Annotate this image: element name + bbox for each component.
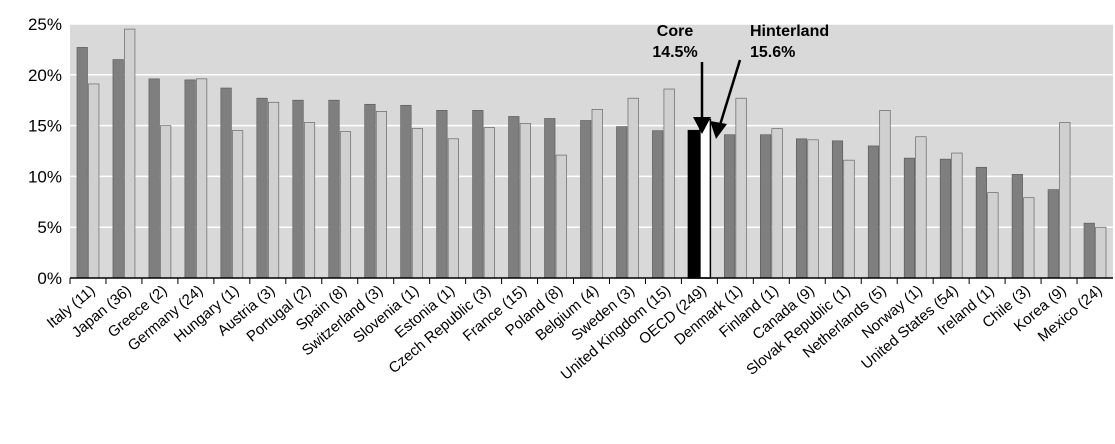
hinterland-bar	[591, 109, 603, 279]
hinterland-bar	[160, 125, 172, 279]
core-bar	[795, 138, 808, 279]
core-bar	[292, 99, 304, 279]
annotation-hinterland-arrow	[718, 59, 742, 126]
hinterland-bar	[303, 122, 316, 279]
core-bar	[220, 87, 232, 279]
hinterland-bar	[1059, 122, 1071, 279]
hinterland-bar	[88, 83, 100, 279]
hinterland-bar	[627, 97, 639, 279]
core-bar	[831, 140, 844, 279]
plot-background	[70, 24, 1113, 278]
annotation-hinterland-label: Hinterland	[750, 23, 829, 40]
core-bar	[687, 129, 700, 279]
core-bar	[1047, 189, 1059, 279]
core-bar	[184, 79, 196, 279]
core-bar	[76, 47, 88, 279]
hinterland-bar	[735, 97, 747, 279]
annotation-hinterland-value: 15.6%	[750, 44, 795, 61]
core-bar	[148, 78, 160, 279]
hinterland-bar	[339, 131, 352, 279]
core-bar	[508, 116, 520, 279]
core-bar	[112, 59, 124, 279]
hinterland-bar	[843, 159, 855, 279]
y-tick-label: 0%	[37, 269, 62, 288]
hinterland-bar	[232, 130, 244, 279]
core-bar	[472, 110, 484, 279]
y-tick-label: 10%	[28, 167, 62, 186]
y-tick-label: 25%	[28, 15, 62, 34]
hinterland-bar	[807, 139, 819, 279]
core-bar	[652, 130, 664, 279]
core-bar	[616, 126, 628, 279]
core-bar	[400, 104, 412, 279]
hinterland-bar	[555, 154, 567, 279]
hinterland-bar	[663, 88, 675, 279]
annotation-core-value: 14.5%	[652, 44, 697, 61]
hinterland-bar	[771, 128, 783, 279]
core-bar	[939, 158, 951, 279]
core-bar	[903, 157, 915, 279]
core-bar	[544, 118, 556, 279]
core-bar	[975, 166, 987, 279]
core-bar	[1083, 222, 1095, 279]
hinterland-bar	[519, 123, 531, 279]
core-bar	[364, 103, 376, 279]
core-bar	[580, 120, 592, 279]
y-tick-label: 20%	[28, 66, 62, 85]
hinterland-bar	[375, 111, 388, 279]
core-bar	[328, 99, 340, 279]
hinterland-bar	[196, 78, 208, 279]
annotation-hinterland-arrowhead	[710, 121, 727, 139]
y-tick-label: 15%	[28, 117, 62, 136]
hinterland-bar	[987, 192, 999, 279]
annotation-core-label: Core	[657, 23, 694, 40]
hinterland-bar	[268, 101, 280, 279]
annotation-core-arrowhead	[693, 117, 711, 134]
core-bar	[724, 134, 736, 279]
hinterland-bar	[951, 152, 963, 279]
annotations: Core 14.5% Hinterland 15.6%	[652, 23, 829, 139]
hinterland-bar	[1023, 197, 1035, 279]
core-bar	[436, 110, 448, 279]
core-bar	[867, 145, 880, 279]
hinterland-bar	[699, 118, 712, 279]
y-tick-label: 5%	[37, 218, 62, 237]
hinterland-bar	[1095, 226, 1107, 279]
hinterland-bar	[411, 128, 423, 279]
hinterland-bar	[124, 28, 136, 279]
core-bar	[760, 134, 772, 279]
core-bar	[256, 97, 268, 279]
hinterland-bar	[483, 127, 495, 279]
hinterland-bar	[915, 136, 927, 279]
core-bar	[1011, 174, 1023, 279]
hinterland-bar	[879, 110, 891, 279]
plot-area	[70, 23, 1113, 278]
hinterland-bar	[447, 138, 459, 279]
